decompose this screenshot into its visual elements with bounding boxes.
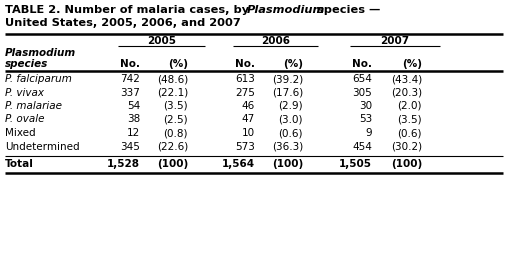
Text: (3.5): (3.5) <box>164 101 188 111</box>
Text: 742: 742 <box>120 74 140 84</box>
Text: 654: 654 <box>352 74 372 84</box>
Text: Plasmodium: Plasmodium <box>5 48 76 58</box>
Text: Undetermined: Undetermined <box>5 142 80 151</box>
Text: (17.6): (17.6) <box>272 87 303 97</box>
Text: P. falciparum: P. falciparum <box>5 74 72 84</box>
Text: 305: 305 <box>352 87 372 97</box>
Text: 46: 46 <box>242 101 255 111</box>
Text: (30.2): (30.2) <box>391 142 422 151</box>
Text: (20.3): (20.3) <box>391 87 422 97</box>
Text: 47: 47 <box>242 115 255 124</box>
Text: (3.5): (3.5) <box>397 115 422 124</box>
Text: Total: Total <box>5 159 34 169</box>
Text: 2006: 2006 <box>261 36 290 46</box>
Text: 345: 345 <box>120 142 140 151</box>
Text: (22.6): (22.6) <box>157 142 188 151</box>
Text: P. vivax: P. vivax <box>5 87 44 97</box>
Text: 30: 30 <box>359 101 372 111</box>
Text: (2.5): (2.5) <box>164 115 188 124</box>
Text: (43.4): (43.4) <box>391 74 422 84</box>
Text: No.: No. <box>352 59 372 69</box>
Text: (100): (100) <box>391 159 422 169</box>
Text: 53: 53 <box>359 115 372 124</box>
Text: 275: 275 <box>235 87 255 97</box>
Text: Plasmodium: Plasmodium <box>247 5 326 15</box>
Text: 613: 613 <box>235 74 255 84</box>
Text: 12: 12 <box>127 128 140 138</box>
Text: No.: No. <box>120 59 140 69</box>
Text: 2007: 2007 <box>380 36 409 46</box>
Text: (%): (%) <box>283 59 303 69</box>
Text: (0.6): (0.6) <box>278 128 303 138</box>
Text: 9: 9 <box>365 128 372 138</box>
Text: (%): (%) <box>402 59 422 69</box>
Text: (0.8): (0.8) <box>164 128 188 138</box>
Text: 2005: 2005 <box>147 36 176 46</box>
Text: TABLE 2. Number of malaria cases, by: TABLE 2. Number of malaria cases, by <box>5 5 253 15</box>
Text: (100): (100) <box>272 159 303 169</box>
Text: species: species <box>5 59 48 69</box>
Text: P. malariae: P. malariae <box>5 101 62 111</box>
Text: 454: 454 <box>352 142 372 151</box>
Text: (2.9): (2.9) <box>278 101 303 111</box>
Text: United States, 2005, 2006, and 2007: United States, 2005, 2006, and 2007 <box>5 18 241 28</box>
Text: 38: 38 <box>127 115 140 124</box>
Text: 573: 573 <box>235 142 255 151</box>
Text: (0.6): (0.6) <box>397 128 422 138</box>
Text: (100): (100) <box>157 159 188 169</box>
Text: P. ovale: P. ovale <box>5 115 45 124</box>
Text: No.: No. <box>235 59 255 69</box>
Text: 337: 337 <box>120 87 140 97</box>
Text: (2.0): (2.0) <box>397 101 422 111</box>
Text: 10: 10 <box>242 128 255 138</box>
Text: 54: 54 <box>127 101 140 111</box>
Text: Mixed: Mixed <box>5 128 36 138</box>
Text: species —: species — <box>313 5 380 15</box>
Text: (48.6): (48.6) <box>157 74 188 84</box>
Text: (%): (%) <box>168 59 188 69</box>
Text: (36.3): (36.3) <box>272 142 303 151</box>
Text: (22.1): (22.1) <box>157 87 188 97</box>
Text: (3.0): (3.0) <box>278 115 303 124</box>
Text: 1,505: 1,505 <box>339 159 372 169</box>
Text: (39.2): (39.2) <box>272 74 303 84</box>
Text: 1,564: 1,564 <box>222 159 255 169</box>
Text: 1,528: 1,528 <box>107 159 140 169</box>
